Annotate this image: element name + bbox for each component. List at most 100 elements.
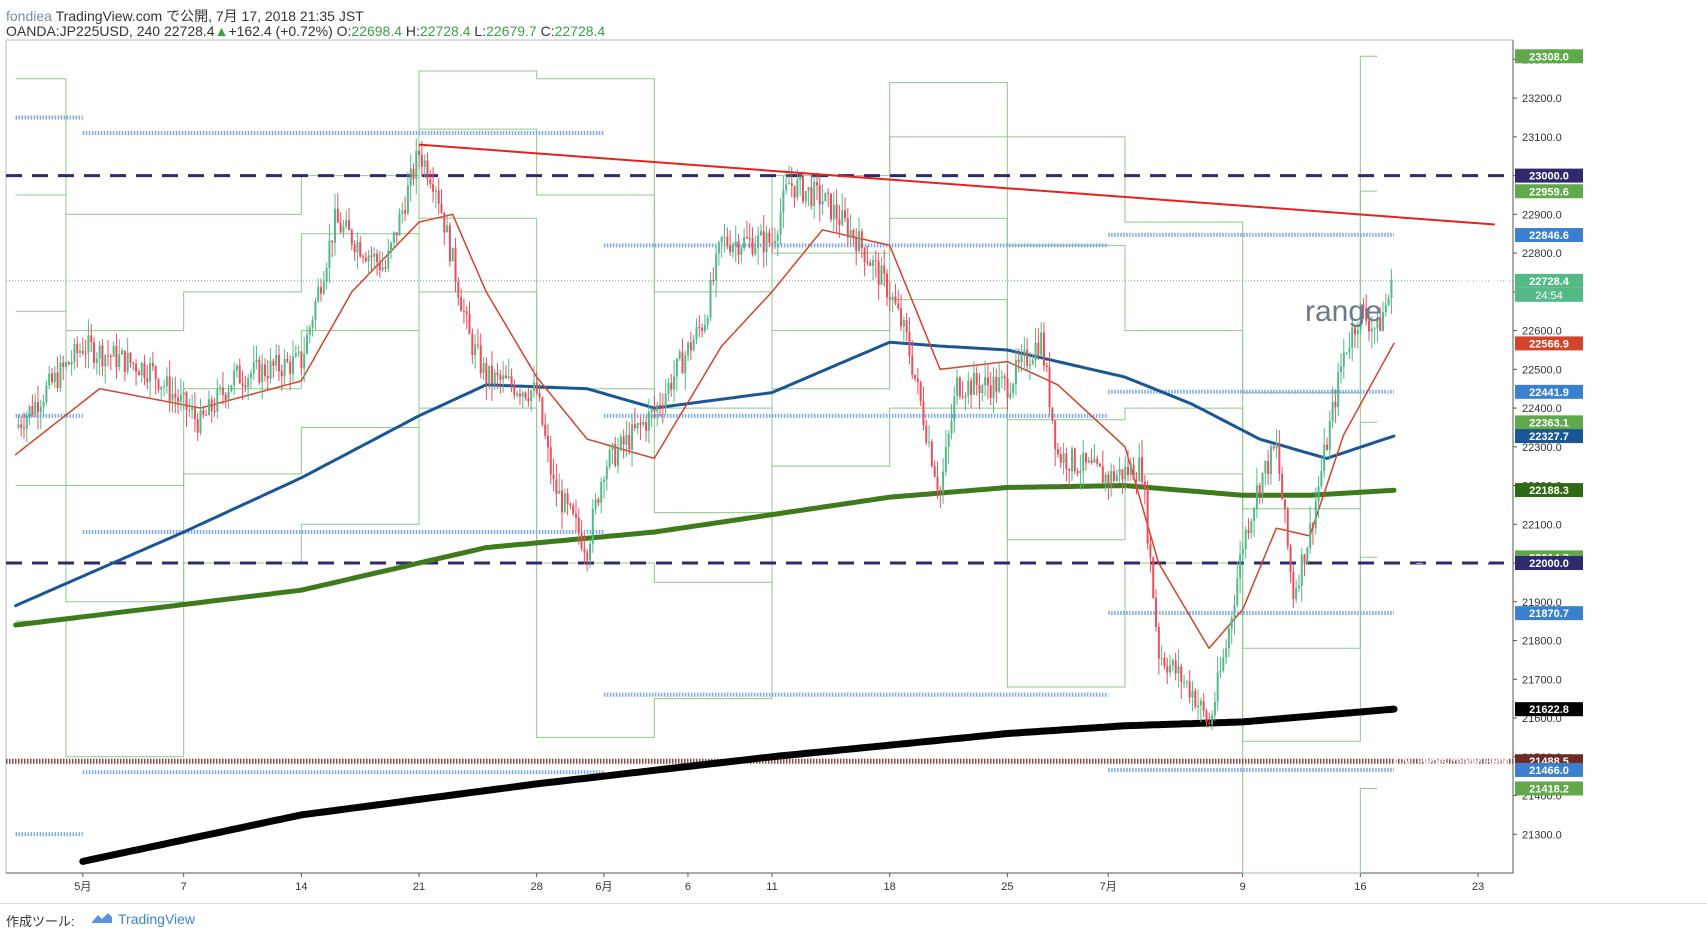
symbol-label[interactable]: OANDA:JP225USD, 240: [6, 23, 161, 39]
range-annotation[interactable]: range: [1305, 295, 1382, 328]
candle-body: [681, 352, 684, 374]
candle-body: [1183, 681, 1186, 683]
time-tick-label: 28: [531, 881, 543, 893]
candle-body: [575, 513, 578, 518]
candle-body: [914, 374, 917, 379]
candle-body: [179, 394, 182, 402]
low-value: 22679.7: [486, 23, 537, 39]
candle-body: [504, 375, 507, 379]
candle-body: [249, 373, 252, 379]
candle-body: [1146, 488, 1149, 545]
candle-body: [224, 394, 227, 400]
candle-body: [454, 247, 457, 282]
candle-body: [947, 433, 950, 448]
time-tick-label: 6: [685, 881, 691, 893]
price-tick-label: 21800.0: [1522, 636, 1562, 648]
candle-body: [611, 444, 614, 450]
candle-body: [1194, 690, 1197, 707]
candle-body: [199, 410, 202, 433]
candle-body: [673, 376, 676, 390]
candle-body: [286, 358, 289, 362]
candle-body: [1065, 453, 1068, 470]
candle-body: [193, 407, 196, 420]
open-label: O:: [336, 23, 352, 39]
candle-body: [373, 253, 376, 257]
trendline[interactable]: [418, 143, 1495, 226]
candle-body: [202, 410, 205, 415]
candle-body: [1233, 604, 1236, 618]
candle-body: [45, 385, 48, 402]
candle-body: [821, 201, 824, 205]
candle-body: [1073, 448, 1076, 471]
candle-body: [1076, 470, 1079, 474]
candle-body: [406, 185, 409, 214]
candle-body: [426, 160, 429, 180]
axis-price-tag: [1515, 702, 1583, 717]
author-name[interactable]: fondiea: [6, 8, 52, 24]
candle-body: [603, 479, 606, 482]
candle-body: [636, 422, 639, 429]
candle-body: [448, 225, 451, 262]
time-tick-label: 6月: [595, 881, 612, 893]
price-tick-label: 23100.0: [1522, 132, 1562, 144]
candle-body: [1323, 444, 1326, 472]
candle-body: [981, 385, 984, 394]
candle-body: [801, 176, 804, 202]
candle-body: [894, 296, 897, 304]
candle-body: [1034, 342, 1037, 361]
candle-body: [1101, 466, 1104, 483]
candle-body: [670, 382, 673, 390]
candle-body: [1314, 501, 1317, 529]
candle-body: [1269, 446, 1272, 475]
axis-price-value: 22188.3: [1529, 485, 1569, 497]
candle-body: [1382, 312, 1385, 331]
candle-body: [953, 396, 956, 421]
candle-body: [538, 393, 541, 398]
high-label: H:: [405, 23, 420, 39]
tradingview-brand-link[interactable]: TradingView: [118, 911, 196, 927]
price-tick-label: 21300.0: [1522, 829, 1562, 841]
candle-body: [888, 297, 891, 299]
candle-body: [90, 335, 93, 343]
candle-body: [1289, 546, 1292, 573]
candle-body: [698, 326, 701, 328]
candle-body: [322, 281, 325, 294]
candle-body: [605, 466, 608, 480]
candle-body: [1334, 401, 1337, 408]
time-tick-label: 9: [1240, 881, 1246, 893]
candle-body: [1090, 460, 1093, 463]
candle-body: [1311, 523, 1314, 529]
candle-body: [1132, 464, 1135, 480]
candle-body: [771, 242, 774, 244]
candle-body: [1009, 393, 1012, 398]
candle-body: [1337, 372, 1340, 408]
candle-body: [717, 242, 720, 254]
axis-price-tag: [1515, 781, 1583, 796]
candle-body: [558, 490, 561, 494]
candle-body: [154, 366, 157, 380]
candle-body: [482, 362, 485, 374]
candle-body: [580, 533, 583, 549]
candle-body: [221, 387, 224, 395]
candle-body: [303, 353, 306, 369]
candle-body: [1006, 378, 1009, 398]
series-name-label: CM_Pivots:Monthly R1: [1396, 230, 1508, 242]
candle-body: [1188, 681, 1191, 698]
candle-body: [855, 238, 858, 252]
candle-body: [1222, 657, 1225, 671]
candle-body: [978, 385, 981, 394]
ema-fast-line: [14, 213, 1395, 650]
candle-body: [647, 412, 650, 431]
candle-body: [513, 385, 516, 396]
candle-body: [589, 543, 592, 561]
candle-body: [645, 421, 648, 431]
candle-body: [1258, 485, 1261, 495]
candle-body: [869, 262, 872, 267]
price-tick-label: 21700.0: [1522, 674, 1562, 686]
candle-body: [748, 237, 751, 239]
candle-body: [446, 225, 449, 233]
publish-info: TradingView.com で公開, 7月 17, 2018 21:35 J…: [55, 8, 364, 24]
candle-body: [50, 373, 53, 383]
candle-body: [919, 381, 922, 402]
